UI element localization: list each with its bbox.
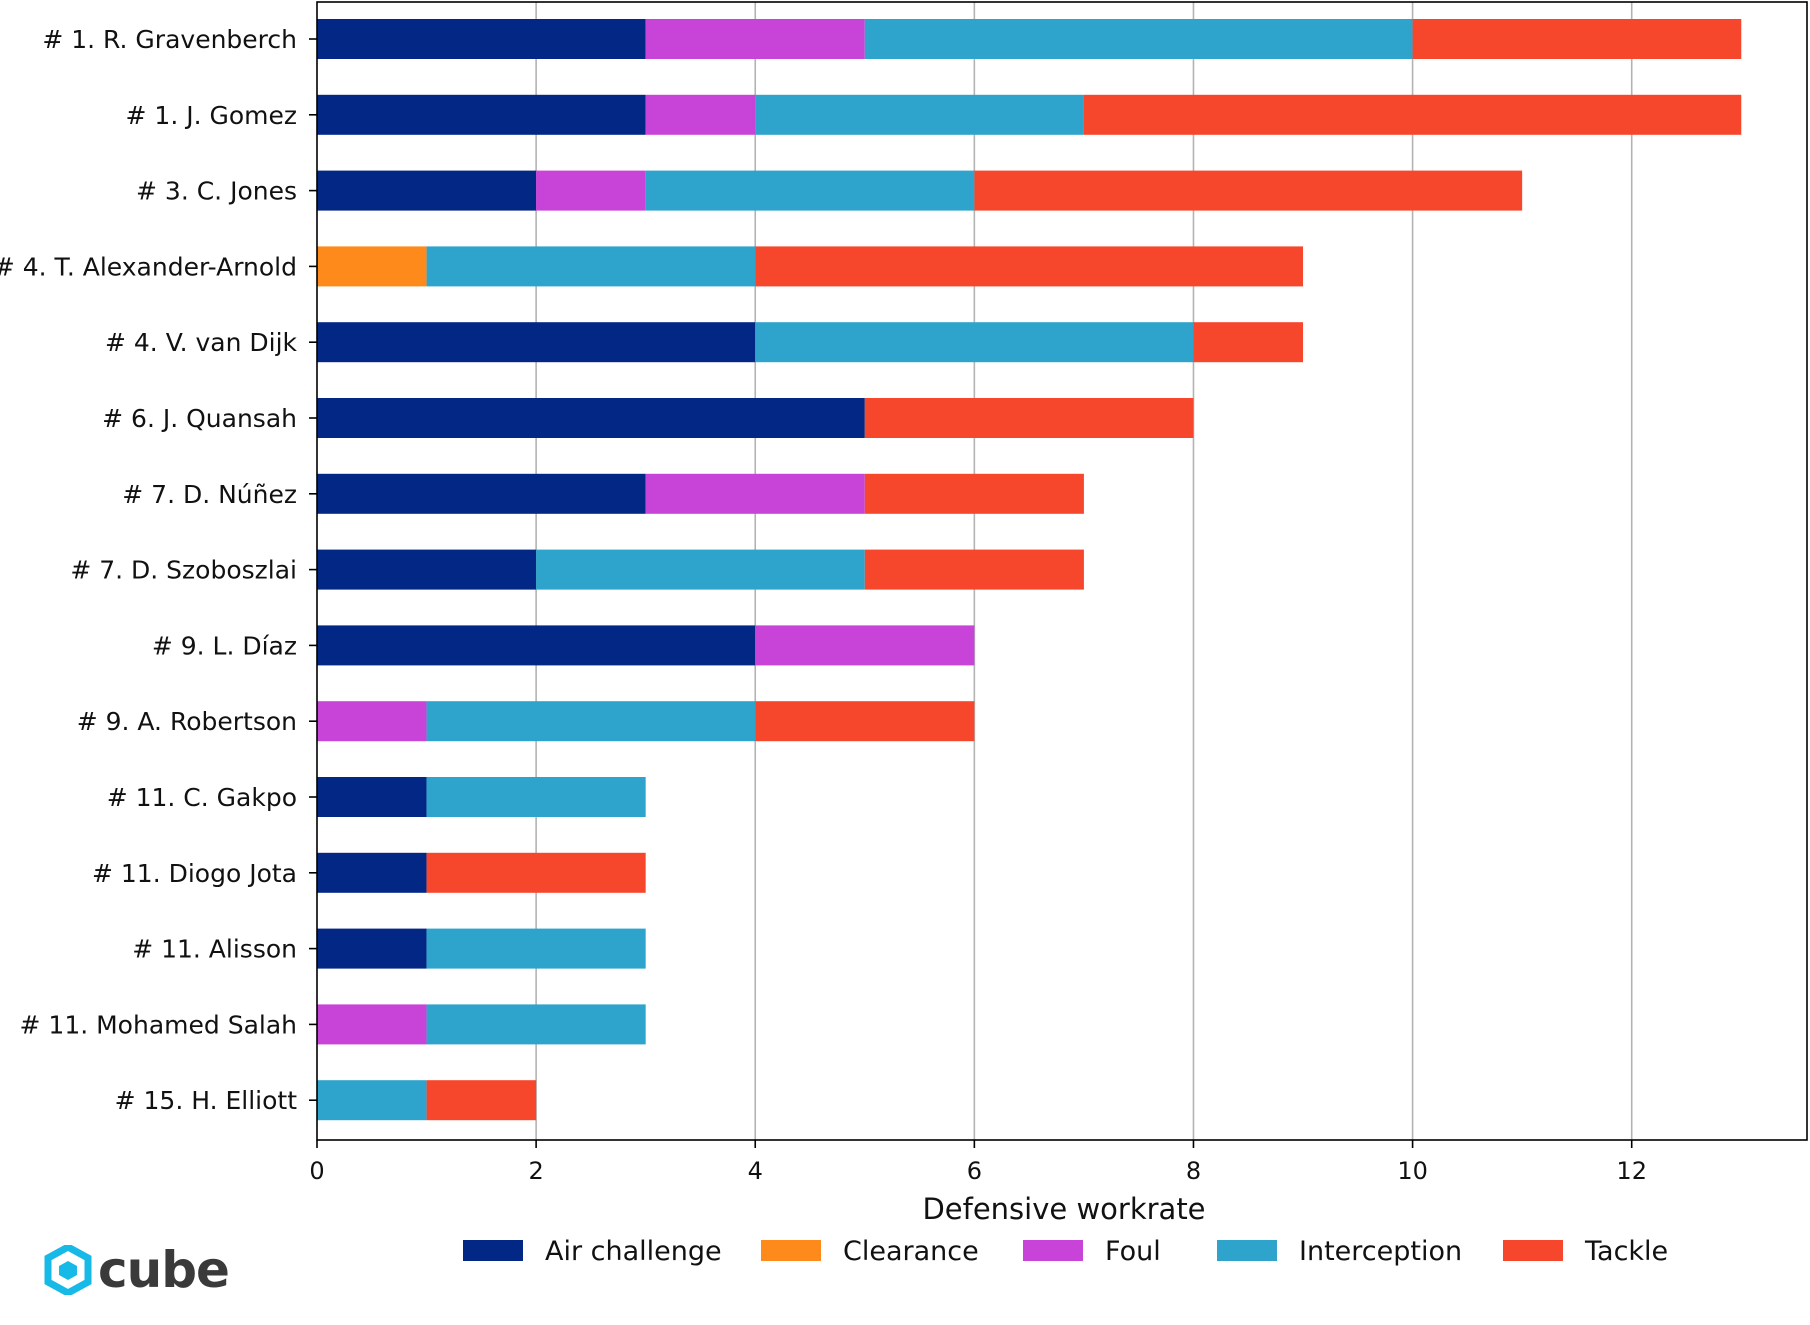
cube-logo: cube (44, 1240, 230, 1300)
bar-segment (645, 473, 865, 514)
bar-segment (645, 170, 975, 211)
legend-label: Interception (1299, 1236, 1462, 1267)
bar-segment (974, 170, 1523, 211)
bar-segment (317, 398, 865, 438)
bar-segment (426, 701, 756, 742)
cube-logo-icon (44, 1245, 92, 1295)
bar-segment (755, 701, 975, 742)
legend-swatch (463, 1240, 523, 1261)
y-tick-label: # 11. C. Gakpo (107, 783, 297, 812)
y-tick-label: # 4. V. van Dijk (105, 328, 298, 357)
bar-segment (864, 19, 1413, 59)
bar-segment (426, 1004, 646, 1045)
bar-segment (317, 246, 427, 287)
bar-segment (864, 549, 1084, 590)
legend-label: Foul (1105, 1236, 1161, 1267)
bar-segment (426, 777, 646, 817)
bar-segment (645, 94, 756, 135)
bar-segment (645, 19, 865, 59)
bar-segment (317, 852, 427, 893)
y-tick-label: # 9. L. Díaz (152, 631, 297, 660)
bar-segment (755, 246, 1304, 287)
x-tick-label: 4 (748, 1157, 763, 1185)
y-tick-label: # 1. J. Gomez (126, 101, 297, 130)
legend-label: Tackle (1584, 1236, 1668, 1267)
cube-logo-text: cube (98, 1241, 230, 1299)
x-tick-labels: 0 2 4 6 8 10 12 (309, 1140, 1647, 1185)
bar-segment (864, 473, 1084, 514)
bar-segment (317, 170, 537, 211)
bars (317, 19, 1742, 1121)
y-tick-label: # 6. J. Quansah (102, 404, 297, 433)
x-tick-label: 12 (1616, 1157, 1647, 1185)
bar-segment (755, 322, 1194, 363)
y-tick-label: # 4. T. Alexander-Arnold (0, 252, 297, 281)
legend-label: Clearance (843, 1236, 979, 1267)
axes (316, 1, 1808, 1141)
bar-segment (317, 549, 537, 590)
plot-frame (316, 1, 1808, 1141)
bar-segment (426, 852, 646, 893)
bar-segment (536, 549, 865, 590)
y-tick-label: # 3. C. Jones (136, 177, 297, 206)
legend-label: Air challenge (545, 1236, 722, 1267)
x-tick-label: 0 (309, 1157, 324, 1185)
legend-swatch (1503, 1240, 1563, 1261)
bar-segment (426, 246, 756, 287)
x-tick-label: 6 (967, 1157, 982, 1185)
bar-segment (317, 1004, 427, 1045)
bar-segment (426, 1080, 537, 1121)
x-tick-label: 8 (1186, 1157, 1201, 1185)
legend-swatch (1023, 1240, 1083, 1261)
y-tick-label: # 1. R. Gravenberch (42, 25, 297, 54)
x-axis-label: Defensive workrate (922, 1192, 1205, 1226)
bar-segment (536, 170, 646, 211)
legend-swatch (1217, 1240, 1277, 1261)
legend-swatch (761, 1240, 821, 1261)
bar-segment (1193, 322, 1304, 363)
bar-segment (317, 19, 646, 59)
bar-segment (1083, 94, 1742, 135)
bar-segment (426, 928, 646, 969)
bar-segment (1412, 19, 1742, 59)
bar-segment (317, 473, 646, 514)
y-tick-labels: # 1. R. Gravenberch # 1. J. Gomez # 3. C. … (0, 25, 317, 1115)
y-tick-label: # 11. Diogo Jota (92, 859, 297, 888)
bar-segment (317, 625, 756, 666)
bar-segment (755, 94, 1084, 135)
x-tick-label: 2 (528, 1157, 543, 1185)
y-tick-label: # 9. A. Robertson (77, 707, 297, 736)
legend: Air challenge Clearance Foul Interception Ta… (463, 1236, 1668, 1267)
y-tick-label: # 11. Alisson (132, 935, 297, 964)
y-tick-label: # 7. D. Núñez (122, 480, 297, 509)
bar-segment (864, 398, 1194, 438)
bar-segment (317, 701, 427, 742)
x-tick-label: 10 (1397, 1157, 1428, 1185)
y-tick-label: # 11. Mohamed Salah (20, 1010, 297, 1039)
bar-segment (755, 625, 975, 666)
bar-segment (317, 777, 427, 817)
bar-segment (317, 322, 756, 363)
bar-segment (317, 928, 427, 969)
y-tick-label: # 7. D. Szoboszlai (70, 556, 297, 585)
bar-segment (317, 1080, 427, 1121)
y-tick-label: # 15. H. Elliott (115, 1086, 298, 1115)
bar-segment (317, 94, 646, 135)
